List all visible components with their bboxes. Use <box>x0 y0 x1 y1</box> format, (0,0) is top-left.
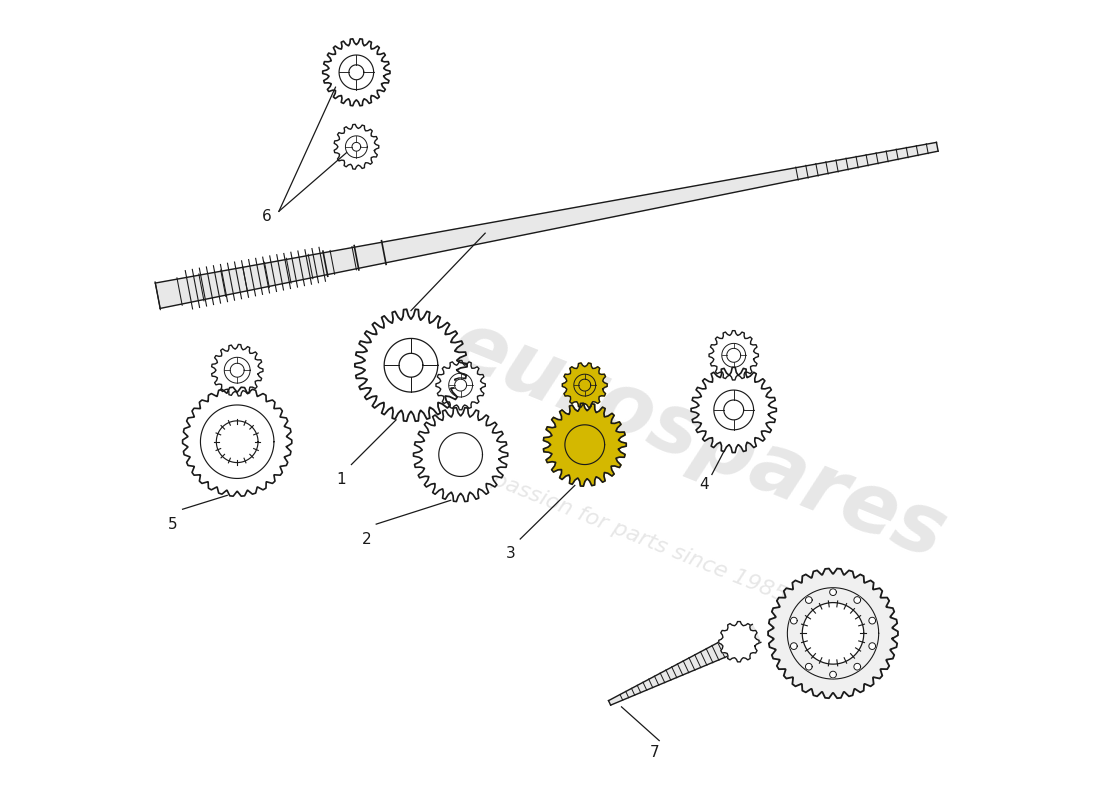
Polygon shape <box>334 124 378 169</box>
Polygon shape <box>710 330 758 380</box>
Text: 4: 4 <box>700 477 708 492</box>
Polygon shape <box>562 363 607 407</box>
Polygon shape <box>355 310 468 421</box>
Polygon shape <box>543 403 626 486</box>
Polygon shape <box>805 663 812 670</box>
Text: a passion for parts since 1985: a passion for parts since 1985 <box>470 462 789 606</box>
Text: 7: 7 <box>649 745 659 760</box>
Text: 6: 6 <box>262 209 272 224</box>
Polygon shape <box>791 618 798 624</box>
Polygon shape <box>414 408 508 502</box>
Polygon shape <box>791 642 798 650</box>
Polygon shape <box>805 597 812 603</box>
Polygon shape <box>854 597 860 603</box>
Text: 1: 1 <box>337 472 346 487</box>
Polygon shape <box>155 142 938 309</box>
Polygon shape <box>869 642 876 650</box>
Polygon shape <box>399 354 422 377</box>
Polygon shape <box>579 379 591 391</box>
Polygon shape <box>854 663 860 670</box>
Polygon shape <box>869 618 876 624</box>
Polygon shape <box>829 671 836 678</box>
Polygon shape <box>802 602 864 664</box>
Polygon shape <box>230 363 244 377</box>
Polygon shape <box>724 400 744 420</box>
Polygon shape <box>727 348 740 362</box>
Text: 5: 5 <box>168 517 177 532</box>
Polygon shape <box>322 39 390 106</box>
Polygon shape <box>829 589 836 595</box>
Polygon shape <box>768 569 898 698</box>
Polygon shape <box>211 345 263 396</box>
Polygon shape <box>718 622 759 662</box>
Text: eurospares: eurospares <box>440 303 958 576</box>
Polygon shape <box>608 624 761 705</box>
Polygon shape <box>217 421 258 462</box>
Polygon shape <box>454 379 466 391</box>
Polygon shape <box>183 387 292 496</box>
Text: 3: 3 <box>505 546 515 562</box>
Polygon shape <box>349 65 364 80</box>
Polygon shape <box>436 361 485 410</box>
Polygon shape <box>352 142 361 151</box>
Polygon shape <box>691 367 777 453</box>
Text: 2: 2 <box>362 531 371 546</box>
